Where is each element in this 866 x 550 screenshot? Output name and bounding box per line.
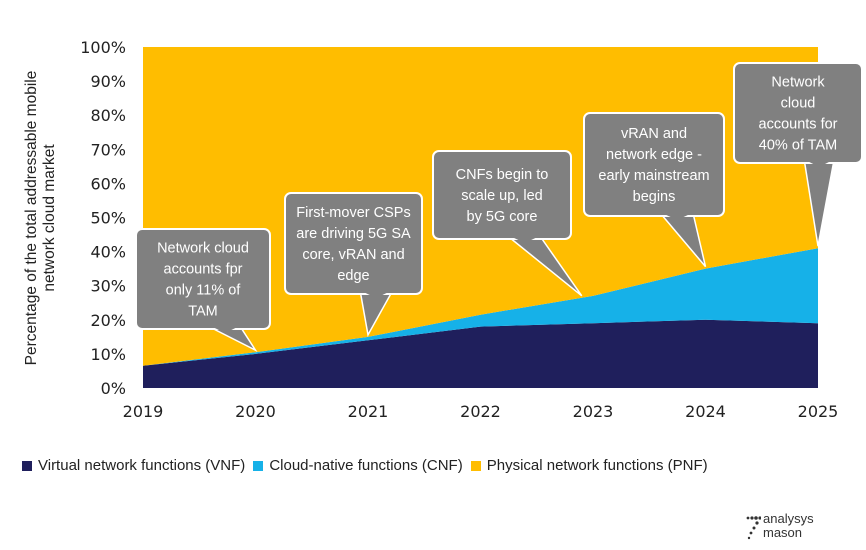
callout-3: CNFs begin to scale up, led by 5G core [432, 150, 583, 297]
callout-text-line: First-mover CSPs [296, 205, 410, 221]
y-tick-label: 0% [101, 379, 126, 398]
callout-text-line: 40% of TAM [759, 138, 837, 154]
callout-joint [361, 291, 391, 298]
y-tick-label: 80% [90, 106, 126, 125]
x-tick-label: 2024 [685, 402, 726, 421]
callout-box [432, 150, 572, 240]
callouts: Network cloud accounts fpr only 11% of TAM F… [135, 62, 863, 353]
legend-label-cnf: Cloud-native functions (CNF) [269, 457, 463, 474]
callout-text-line: core, vRAN and [302, 247, 404, 263]
callout-joint [662, 213, 693, 220]
x-tick-label: 2020 [235, 402, 276, 421]
x-tick-label: 2023 [573, 402, 614, 421]
callout-5: Network cloud accounts for 40% of TAM [733, 62, 863, 247]
y-tick-label: 10% [90, 345, 126, 364]
callout-text-line: early mainstream [598, 168, 709, 184]
x-tick-label: 2019 [123, 402, 164, 421]
callout-text-line: edge [337, 268, 369, 284]
callout-4: vRAN and network edge - early mainstream be… [583, 112, 725, 268]
callout-text-line: begins [633, 189, 676, 205]
logo-line-2: mason [763, 525, 803, 540]
y-tick-label: 20% [90, 311, 126, 330]
y-tick-label: 50% [90, 209, 126, 228]
callout-text-line: cloud [781, 96, 816, 112]
legend: Virtual network functions (VNF) Cloud-na… [22, 457, 716, 474]
callout-text-line: vRAN and [621, 126, 687, 142]
callout-text-line: TAM [188, 304, 218, 320]
y-tick-label: 100% [80, 38, 126, 57]
x-axis-ticks: 2019 2020 2021 2022 2023 2024 2025 [123, 402, 839, 421]
legend-item-cnf: Cloud-native functions (CNF) [253, 457, 463, 474]
x-tick-label: 2025 [798, 402, 839, 421]
callout-text-line: Network [771, 75, 825, 91]
callout-box [583, 112, 725, 217]
analysys-mason-logo: analysys mason [745, 512, 845, 546]
area-cnf [143, 248, 818, 366]
y-tick-label: 70% [90, 140, 126, 159]
x-tick-label: 2022 [460, 402, 501, 421]
callout-joint [805, 160, 833, 167]
legend-label-vnf: Virtual network functions (VNF) [38, 457, 246, 474]
legend-swatch-vnf [22, 460, 32, 471]
callout-2: First-mover CSPs are driving 5G SA core, v… [284, 192, 423, 338]
callout-text-line: CNFs begin to [456, 167, 549, 183]
logo-dots-icon [746, 516, 761, 540]
legend-swatch-pnf [470, 460, 481, 471]
callout-joint [509, 236, 540, 243]
callout-text-line: accounts for [759, 117, 838, 133]
y-axis-label: Percentage of the total addressable mobi… [23, 71, 58, 366]
callout-text-line: scale up, led [461, 188, 542, 204]
callout-1: Network cloud accounts fpr only 11% of TAM [135, 228, 271, 353]
legend-swatch-cnf [253, 460, 264, 471]
callout-text-line: only 11% of [166, 283, 242, 299]
legend-item-pnf: Physical network functions (PNF) [470, 457, 708, 474]
callout-box [733, 62, 863, 164]
callout-box [135, 228, 271, 330]
x-tick-label: 2021 [348, 402, 389, 421]
callout-box [284, 192, 423, 295]
callout-text-line: Network cloud [157, 241, 249, 257]
callout-text-line: by 5G core [467, 209, 538, 225]
callout-text-line: network edge - [606, 147, 702, 163]
logo-text: analysys mason [763, 512, 814, 540]
y-tick-label: 90% [90, 72, 126, 91]
callout-text-line: accounts fpr [164, 262, 243, 278]
legend-label-pnf: Physical network functions (PNF) [486, 457, 708, 474]
y-axis-ticks: 0% 10% 20% 30% 40% 50% 60% 70% 80% 90% 100% [80, 38, 126, 398]
y-tick-label: 60% [90, 174, 126, 193]
callout-text-line: are driving 5G SA [296, 226, 411, 242]
logo-line-1: analysys [763, 511, 814, 526]
y-tick-label: 30% [90, 277, 126, 296]
area-vnf [143, 319, 818, 388]
callout-joint [210, 326, 240, 333]
y-tick-label: 40% [90, 243, 126, 262]
legend-item-vnf: Virtual network functions (VNF) [22, 457, 245, 474]
